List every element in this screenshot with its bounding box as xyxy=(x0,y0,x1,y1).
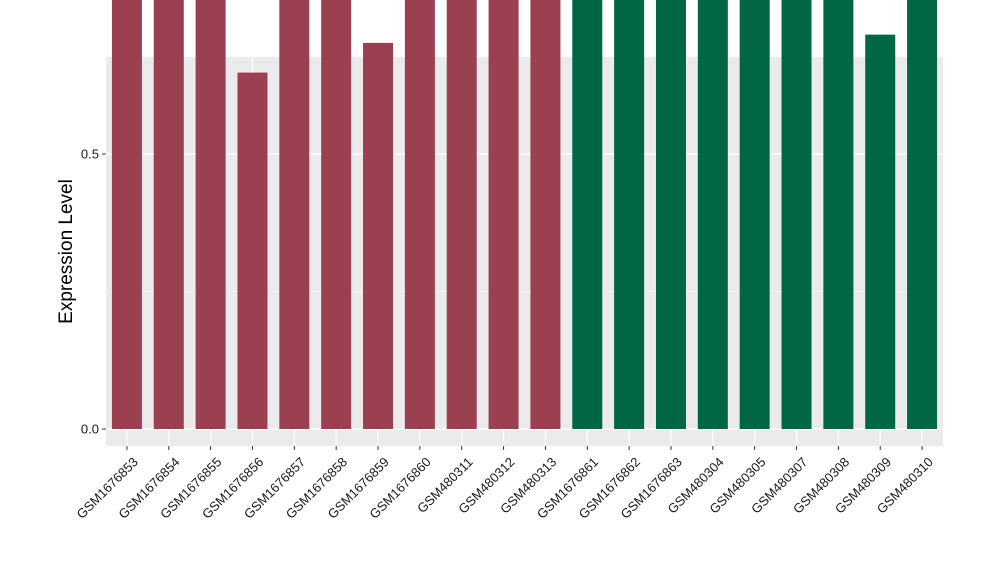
bar-GSM480312 xyxy=(488,0,519,429)
bar-GSM1676858 xyxy=(321,0,352,430)
bar-GSM480309 xyxy=(865,34,896,430)
bars xyxy=(111,0,938,430)
bar-GSM1676862 xyxy=(614,0,645,429)
bar-GSM1676857 xyxy=(279,0,310,429)
bar-GSM1676854 xyxy=(153,0,184,429)
bar-GSM480311 xyxy=(446,0,477,429)
bar-GSM1676856 xyxy=(237,72,268,429)
bar-GSM480310 xyxy=(907,0,938,429)
bar-GSM480305 xyxy=(739,0,770,429)
bar-GSM480307 xyxy=(781,0,812,429)
plot-panel xyxy=(106,57,943,446)
bar-GSM1676863 xyxy=(655,0,686,430)
bar-GSM1676861 xyxy=(572,0,603,429)
bar-GSM480304 xyxy=(697,0,728,429)
bar-GSM1676859 xyxy=(363,42,394,430)
bar-GSM1676860 xyxy=(404,0,435,430)
bar-GSM480313 xyxy=(530,0,561,429)
bar-GSM1676855 xyxy=(195,0,226,429)
bar-GSM1676853 xyxy=(111,0,142,429)
y-axis-title: Expression Level xyxy=(56,179,77,324)
bar-GSM480308 xyxy=(823,0,854,430)
y-tick-label: 0.5 xyxy=(81,147,99,162)
y-tick-label: 0.0 xyxy=(81,422,99,437)
